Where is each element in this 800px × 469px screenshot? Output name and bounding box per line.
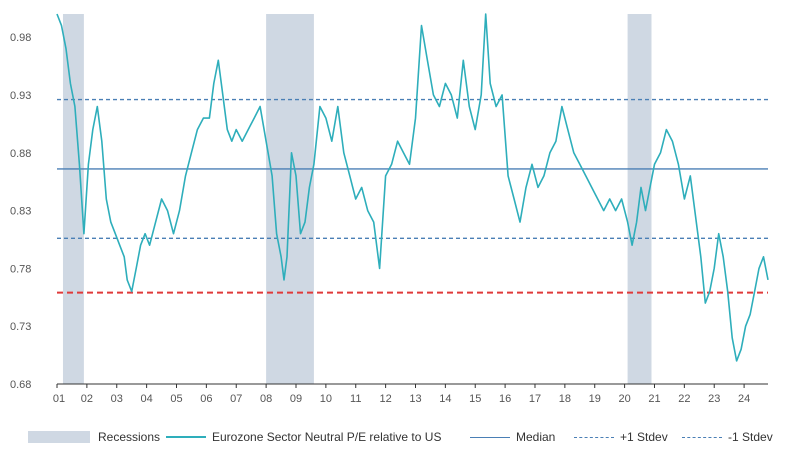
legend-swatch-series bbox=[166, 436, 206, 438]
legend-swatch-median bbox=[470, 436, 510, 438]
x-tick-label: 01 bbox=[53, 393, 65, 405]
legend-swatch-plus-stdev bbox=[574, 436, 614, 438]
x-tick-label: 22 bbox=[678, 393, 690, 405]
legend-item-series: Eurozone Sector Neutral P/E relative to … bbox=[166, 430, 441, 444]
x-tick-label: 06 bbox=[200, 393, 212, 405]
chart-canvas: 0.68 0.73 0.78 0.83 0.88 0.93 0.98 01 02 03 04 05 06… bbox=[10, 13, 769, 405]
y-tick-label: 0.93 bbox=[10, 90, 31, 102]
x-tick-label: 17 bbox=[529, 393, 541, 405]
x-tick-label: 19 bbox=[589, 393, 601, 405]
x-tick-label: 09 bbox=[290, 393, 302, 405]
x-tick-label: 23 bbox=[708, 393, 720, 405]
y-tick-label: 0.98 bbox=[10, 32, 31, 44]
reference-lines bbox=[57, 98, 768, 294]
legend: Recessions Eurozone Sector Neutral P/E r… bbox=[0, 424, 800, 450]
series-line-0 bbox=[56, 13, 769, 362]
y-tick-label: 0.68 bbox=[10, 379, 31, 391]
y-tick-label: 0.83 bbox=[10, 206, 31, 218]
legend-label-median: Median bbox=[516, 430, 556, 444]
x-tick-label: 10 bbox=[320, 393, 332, 405]
series-layer bbox=[56, 13, 769, 362]
x-tick-label: 24 bbox=[738, 393, 750, 405]
x-tick-label: 21 bbox=[648, 393, 660, 405]
x-tick-label: 07 bbox=[230, 393, 242, 405]
recession-bands bbox=[62, 14, 652, 384]
x-tick-label: 02 bbox=[81, 393, 93, 405]
axes: 0.68 0.73 0.78 0.83 0.88 0.93 0.98 01 02 03 04 05 06… bbox=[10, 32, 768, 405]
x-tick-label: 03 bbox=[111, 393, 123, 405]
x-tick-label: 18 bbox=[559, 393, 571, 405]
x-tick-label: 13 bbox=[409, 393, 421, 405]
legend-swatch-recessions bbox=[28, 431, 90, 443]
legend-item-plus-stdev: +1 Stdev bbox=[574, 430, 668, 444]
x-tick-label: 05 bbox=[170, 393, 182, 405]
legend-label-recessions: Recessions bbox=[98, 430, 161, 444]
legend-item-recessions: Recessions bbox=[28, 430, 160, 444]
x-tick-label: 15 bbox=[469, 393, 481, 405]
x-tick-label: 16 bbox=[499, 393, 511, 405]
y-tick-label: 0.73 bbox=[10, 321, 31, 333]
x-tick-label: 20 bbox=[618, 393, 630, 405]
x-tick-label: 04 bbox=[140, 393, 152, 405]
y-tick-label: 0.78 bbox=[10, 263, 31, 275]
legend-swatch-minus-stdev bbox=[682, 436, 722, 438]
x-tick-label: 08 bbox=[260, 393, 272, 405]
x-tick-label: 14 bbox=[439, 393, 451, 405]
x-tick-label: 12 bbox=[379, 393, 391, 405]
legend-label-minus-stdev: -1 Stdev bbox=[728, 430, 773, 444]
recession-band-0 bbox=[62, 14, 84, 384]
y-tick-label: 0.88 bbox=[10, 148, 31, 160]
x-tick-label: 11 bbox=[350, 393, 361, 405]
legend-item-median: Median bbox=[470, 430, 555, 444]
legend-label-series: Eurozone Sector Neutral P/E relative to … bbox=[212, 430, 442, 444]
legend-label-plus-stdev: +1 Stdev bbox=[620, 430, 668, 444]
legend-item-minus-stdev: -1 Stdev bbox=[682, 430, 773, 444]
